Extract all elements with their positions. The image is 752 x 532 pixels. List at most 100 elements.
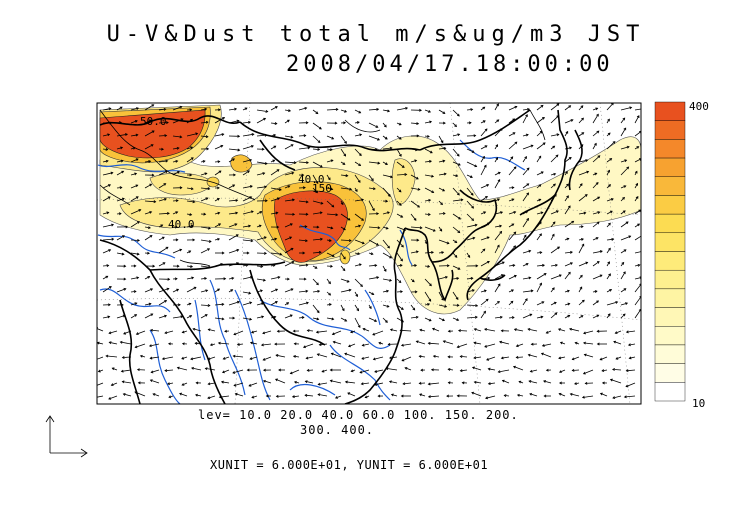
wind-vector-head bbox=[190, 146, 194, 150]
wind-vector-head bbox=[431, 251, 434, 254]
wind-vector bbox=[620, 249, 627, 254]
wind-vector bbox=[473, 356, 482, 359]
wind-vector bbox=[438, 276, 448, 280]
wind-vector-head bbox=[205, 289, 209, 293]
wind-vector bbox=[284, 161, 296, 164]
wind-vector-head bbox=[121, 197, 125, 201]
wind-vector bbox=[410, 160, 417, 163]
wind-vector bbox=[158, 108, 166, 111]
wind-vector-head bbox=[383, 268, 387, 272]
wind-vector-head bbox=[635, 182, 638, 186]
wind-vector bbox=[263, 356, 272, 361]
colorbar-swatch bbox=[654, 101, 686, 121]
wind-vector-head bbox=[260, 343, 264, 347]
wind-vector bbox=[372, 330, 384, 336]
wind-vector-head bbox=[180, 315, 184, 319]
wind-vector-head bbox=[331, 254, 335, 257]
wind-vector bbox=[522, 134, 529, 137]
wind-vector bbox=[522, 313, 532, 319]
wind-vector bbox=[612, 369, 622, 371]
wind-vector bbox=[354, 263, 362, 267]
wind-vector-head bbox=[500, 329, 504, 333]
wind-vector-head bbox=[599, 392, 603, 396]
wind-vector bbox=[354, 317, 361, 328]
wind-vector bbox=[164, 330, 174, 334]
wind-vector bbox=[606, 158, 612, 163]
wind-vector-head bbox=[455, 297, 459, 301]
wind-vector-head bbox=[293, 342, 297, 346]
wind-vector-head bbox=[133, 290, 137, 294]
wind-vector-head bbox=[626, 166, 630, 170]
wind-vector-head bbox=[585, 261, 589, 265]
wind-vector-head bbox=[334, 121, 338, 125]
wind-vector-head bbox=[179, 105, 183, 109]
wind-vector bbox=[222, 369, 230, 373]
wind-vector-head bbox=[401, 165, 405, 168]
wind-vector bbox=[382, 161, 388, 165]
wind-vector-head bbox=[328, 303, 332, 307]
wind-vector bbox=[516, 343, 524, 347]
wind-vector bbox=[578, 144, 584, 150]
wind-vector-head bbox=[611, 237, 615, 241]
wind-vector bbox=[530, 369, 538, 372]
wind-vector bbox=[312, 304, 320, 313]
wind-vector bbox=[340, 226, 346, 231]
wind-vector bbox=[298, 316, 304, 319]
wind-vector-head bbox=[543, 273, 547, 276]
wind-vector-head bbox=[217, 288, 221, 292]
wind-vector bbox=[298, 147, 310, 150]
wind-vector-head bbox=[497, 179, 501, 182]
wind-vector bbox=[578, 299, 585, 306]
wind-vector-head bbox=[249, 317, 253, 321]
wind-vector-head bbox=[191, 276, 195, 280]
wind-vector-head bbox=[431, 174, 435, 178]
wind-vector bbox=[373, 356, 384, 360]
wind-vector bbox=[522, 145, 534, 150]
wind-vector-head bbox=[315, 111, 319, 115]
wind-vector-head bbox=[458, 329, 461, 333]
wind-vector-head bbox=[317, 140, 321, 144]
wind-vector-head bbox=[555, 154, 559, 158]
wind-vector bbox=[312, 278, 319, 285]
wind-vector bbox=[396, 174, 407, 176]
wind-vector-head bbox=[120, 303, 124, 307]
wind-vector bbox=[106, 355, 118, 358]
wind-vector bbox=[508, 187, 514, 189]
wind-vector-head bbox=[264, 199, 268, 203]
wind-vector-head bbox=[164, 300, 168, 303]
wind-vector-head bbox=[161, 236, 165, 240]
wind-vector-head bbox=[496, 244, 500, 248]
wind-vector-head bbox=[320, 237, 323, 241]
wind-vector bbox=[340, 304, 345, 311]
wind-vector bbox=[116, 106, 123, 111]
wind-vector bbox=[480, 165, 487, 176]
wind-vector-head bbox=[580, 238, 584, 241]
wind-vector bbox=[620, 107, 632, 111]
wind-vector bbox=[335, 395, 342, 399]
wind-vector-head bbox=[290, 144, 294, 147]
wind-vector bbox=[528, 354, 538, 358]
wind-vector bbox=[120, 341, 132, 345]
wind-vector-head bbox=[538, 155, 542, 159]
wind-vector-head bbox=[330, 187, 334, 191]
wind-vector bbox=[242, 121, 251, 124]
wind-vector bbox=[606, 103, 614, 111]
wind-vector bbox=[517, 394, 524, 397]
wind-vector-head bbox=[248, 120, 251, 124]
wind-vector bbox=[583, 330, 594, 334]
wind-vector bbox=[305, 380, 314, 384]
wind-vector-head bbox=[190, 118, 194, 122]
wind-vector bbox=[564, 183, 569, 189]
wind-vector-head bbox=[135, 196, 139, 199]
wind-vector-head bbox=[149, 356, 153, 360]
wind-vector-head bbox=[415, 148, 419, 152]
wind-vector-head bbox=[220, 262, 224, 266]
wind-vector-head bbox=[301, 316, 305, 320]
wind-vector bbox=[550, 194, 557, 202]
wind-vector-head bbox=[596, 130, 600, 134]
wind-vector-head bbox=[474, 315, 478, 319]
wind-vector-head bbox=[400, 258, 403, 262]
wind-vector-head bbox=[580, 225, 584, 229]
wind-vector bbox=[331, 353, 342, 358]
wind-vector bbox=[186, 315, 192, 319]
